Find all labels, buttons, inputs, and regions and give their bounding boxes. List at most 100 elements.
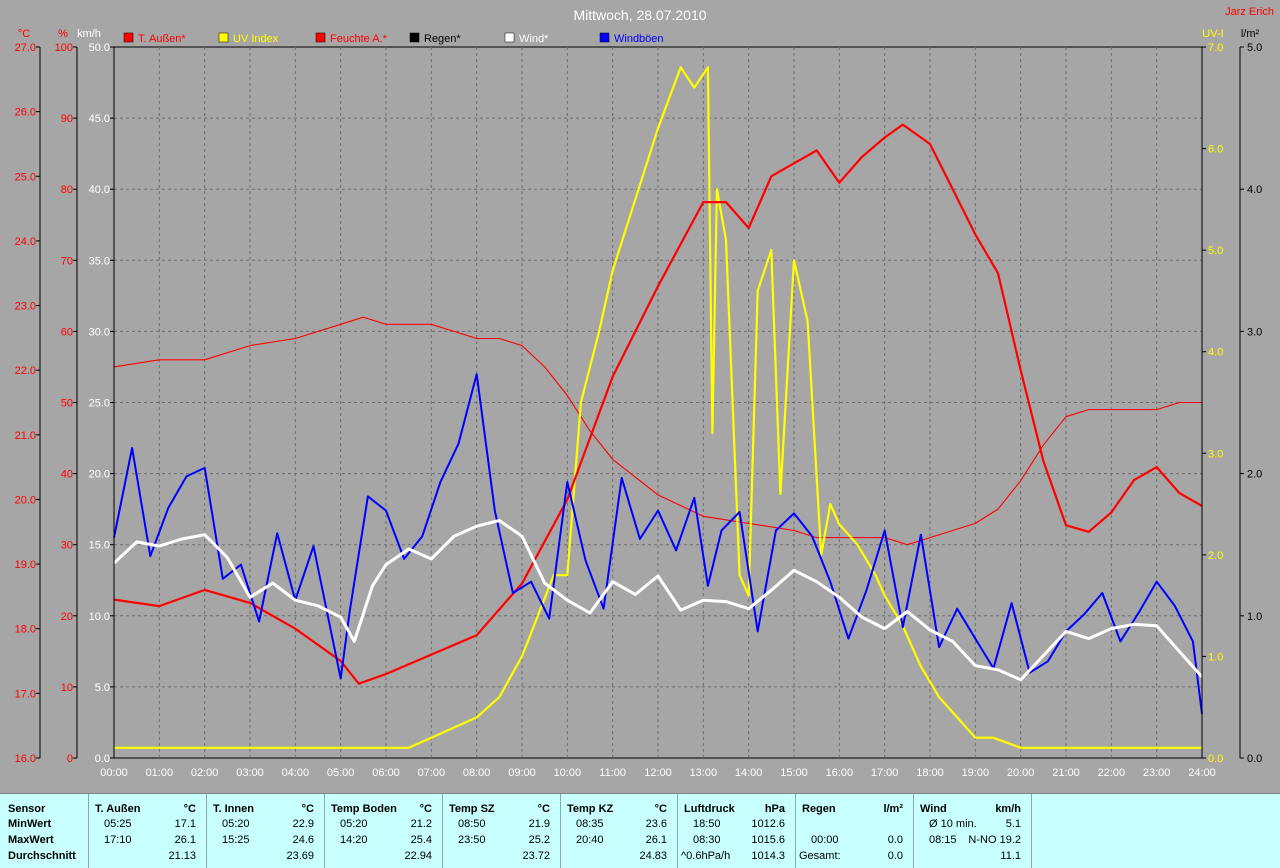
legend-label: UV Index: [233, 33, 279, 45]
x-tick-label: 13:00: [690, 767, 718, 779]
wind-tick-label: 50.0: [89, 42, 110, 54]
stats-min-time: 08:50: [458, 818, 486, 830]
stats-avg-value: 22.94: [404, 850, 432, 862]
legend-swatch: [409, 32, 420, 43]
wind-tick-label: 5.0: [95, 682, 110, 694]
stats-max-value: 26.1: [174, 834, 196, 846]
x-tick-label: 07:00: [418, 767, 446, 779]
stats-max-time: 08:30: [693, 834, 721, 846]
stats-avg-time: Gesamt:: [799, 850, 841, 862]
stats-column: Luftdruck hPa 18:50 1012.6 08:30 1015.6 ^0.6hP…: [677, 794, 796, 868]
x-tick-label: 16:00: [826, 767, 854, 779]
wind-tick-label: 0.0: [95, 753, 110, 765]
weather-chart: 00:00 01:00 02:00 03:00 04:00 05:00 06:00 07:00…: [15, 6, 1274, 779]
stats-max-time: 20:40: [576, 834, 604, 846]
stats-min-time: 05:20: [222, 818, 250, 830]
wind-gusts-line: [113, 373, 1203, 715]
rain-axis-unit: l/m²: [1241, 28, 1260, 40]
humidity-tick-label: 30: [61, 540, 73, 552]
rain-tick-label: 5.0: [1247, 42, 1262, 54]
stats-max-value: 0.0: [887, 834, 903, 846]
stats-max-time: 14:20: [340, 834, 368, 846]
temp-tick-label: 17.0: [15, 688, 36, 700]
temp-tick-label: 27.0: [15, 42, 36, 54]
uv-axis-unit: UV-I: [1202, 28, 1223, 40]
stats-max-time: 23:50: [458, 834, 486, 846]
x-tick-label: 10:00: [554, 767, 582, 779]
chart-title: Mittwoch, 28.07.2010: [573, 7, 706, 23]
legend-label: T. Außen*: [138, 33, 186, 45]
stats-max-value: 25.2: [528, 834, 550, 846]
stats-column-title: Luftdruck: [684, 803, 735, 815]
stats-avg-time: ^0.6hPa/h: [681, 850, 731, 862]
temp-tick-label: 23.0: [15, 301, 36, 313]
humidity-tick-label: 10: [61, 682, 73, 694]
x-tick-label: 20:00: [1007, 767, 1035, 779]
legend-label: Windböen: [614, 33, 664, 45]
x-tick-label: 06:00: [372, 767, 400, 779]
legend-swatch: [218, 32, 229, 43]
stats-column-unit: °C: [183, 803, 196, 815]
stats-avg-value: 23.69: [286, 850, 314, 862]
x-tick-label: 15:00: [780, 767, 808, 779]
x-tick-label: 11:00: [599, 767, 626, 779]
x-tick-label: 21:00: [1052, 767, 1080, 779]
rain-tick-label: 2.0: [1247, 469, 1262, 481]
humidity-tick-label: 20: [61, 611, 73, 623]
statistics-panel: Sensor MinWert MaxWert Durchschnitt T. A…: [0, 793, 1280, 868]
x-tick-label: 17:00: [871, 767, 899, 779]
uv-tick-label: 2.0: [1208, 550, 1223, 562]
x-tick-label: 12:00: [644, 767, 672, 779]
stats-column: Temp Boden °C 05:20 21.2 14:20 25.4 22.94: [324, 794, 443, 868]
stats-column-title: Temp SZ: [449, 803, 495, 815]
stats-label-avg: Durchschnitt: [8, 850, 76, 862]
stats-column-unit: km/h: [995, 803, 1021, 815]
uv-tick-label: 0.0: [1208, 753, 1223, 765]
rain-tick-label: 4.0: [1247, 184, 1262, 196]
temp-tick-label: 18.0: [15, 624, 36, 636]
uv-tick-label: 3.0: [1208, 448, 1223, 460]
stats-column-unit: °C: [654, 803, 667, 815]
uv-index-line: [114, 66, 1202, 749]
humidity-line: [113, 316, 1202, 546]
stats-min-value: 5.1: [1005, 818, 1021, 830]
wind-tick-label: 20.0: [89, 469, 110, 481]
uv-tick-label: 5.0: [1208, 245, 1223, 257]
stats-min-value: 22.9: [292, 818, 314, 830]
rain-tick-label: 3.0: [1247, 326, 1262, 338]
wind-tick-label: 25.0: [89, 398, 110, 410]
stats-column-title: Temp KZ: [567, 803, 614, 815]
stats-max-value: N-NO 19.2: [968, 834, 1021, 846]
humidity-tick-label: 50: [61, 398, 73, 410]
uv-tick-label: 1.0: [1208, 651, 1223, 663]
humidity-tick-label: 90: [61, 113, 73, 125]
uv-tick-label: 4.0: [1208, 347, 1223, 359]
stats-max-value: 1015.6: [751, 834, 785, 846]
temp-outside-line: [113, 123, 1203, 685]
stats-min-value: 17.1: [174, 818, 196, 830]
temp-tick-label: 26.0: [15, 107, 36, 119]
stats-label-sensor: Sensor: [8, 803, 46, 815]
temp-axis-unit: °C: [18, 28, 30, 40]
x-tick-label: 23:00: [1143, 767, 1171, 779]
x-tick-label: 18:00: [916, 767, 944, 779]
legend-swatch: [504, 32, 515, 43]
x-tick-label: 05:00: [327, 767, 355, 779]
stats-avg-value: 23.72: [522, 850, 550, 862]
legend-label: Wind*: [519, 33, 549, 45]
stats-min-time: 08:35: [576, 818, 604, 830]
humidity-tick-label: 70: [61, 255, 73, 267]
stats-column-title: T. Innen: [213, 803, 254, 815]
stats-min-time: 05:20: [340, 818, 368, 830]
temp-tick-label: 16.0: [15, 753, 36, 765]
stats-column-unit: °C: [537, 803, 550, 815]
stats-column-unit: l/m²: [883, 803, 903, 815]
x-tick-label: 24:00: [1188, 767, 1216, 779]
wind-line: [112, 519, 1204, 682]
stats-max-time: 00:00: [811, 834, 839, 846]
rain-tick-label: 1.0: [1247, 611, 1262, 623]
legend-swatch: [599, 32, 610, 43]
wind-tick-label: 40.0: [89, 184, 110, 196]
x-tick-label: 03:00: [236, 767, 264, 779]
stats-min-value: 1012.6: [751, 818, 785, 830]
